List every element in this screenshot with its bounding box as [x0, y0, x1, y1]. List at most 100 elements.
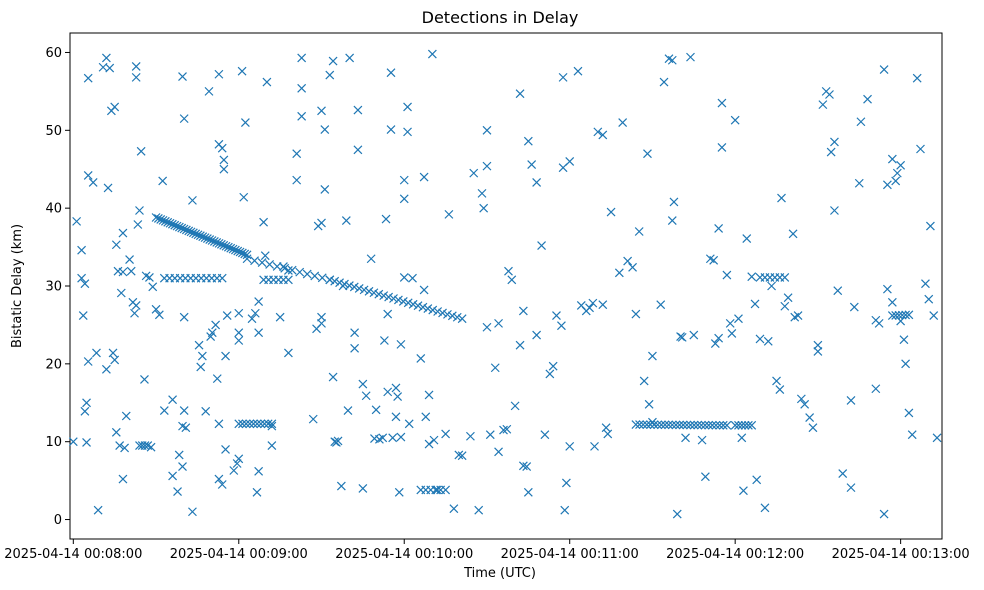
data-point-marker [297, 83, 307, 93]
data-point-marker [737, 420, 747, 430]
data-point-marker [214, 419, 224, 429]
data-point-marker [317, 318, 326, 328]
data-point-marker [635, 420, 644, 430]
data-point-marker [896, 160, 906, 170]
data-point-marker [808, 423, 818, 433]
data-point-marker [221, 351, 230, 361]
data-point-marker [618, 118, 628, 127]
data-point-marker [892, 168, 902, 178]
data-point-marker [188, 195, 197, 205]
data-point-marker [184, 226, 194, 236]
data-point-marker [237, 66, 247, 76]
data-point-marker [644, 399, 654, 409]
data-point-marker [260, 251, 270, 261]
data-point-marker [424, 439, 434, 449]
data-point-marker [358, 483, 368, 493]
data-point-marker [507, 275, 517, 285]
data-point-marker [80, 279, 90, 289]
data-point-marker [643, 149, 652, 159]
data-point-marker [739, 486, 748, 496]
data-point-marker [454, 450, 464, 460]
data-point-marker [678, 420, 688, 430]
y-tick-label: 0 [54, 513, 62, 528]
data-point-marker [328, 372, 338, 382]
data-point-marker [452, 312, 462, 322]
data-point-marker [686, 420, 695, 430]
data-point-marker [755, 334, 765, 344]
data-point-marker [672, 509, 682, 519]
data-point-marker [854, 178, 864, 188]
data-point-marker [540, 430, 550, 440]
data-point-marker [136, 146, 146, 156]
data-point-marker [730, 115, 740, 125]
data-point-marker [254, 328, 264, 338]
data-point-marker [330, 437, 340, 447]
x-tick-label: 2025-04-14 00:08:00 [4, 547, 142, 562]
data-point-marker [921, 279, 930, 289]
data-point-marker [490, 363, 500, 373]
data-point-marker [441, 485, 451, 495]
data-point-marker [310, 271, 320, 281]
data-point-marker [320, 185, 330, 194]
y-axis-label: Bistatic Delay (km) [10, 224, 25, 348]
data-point-marker [904, 310, 914, 320]
data-point-marker [924, 294, 934, 304]
data-point-marker [77, 245, 87, 255]
data-point-marker [515, 340, 525, 350]
data-point-marker [399, 273, 409, 282]
data-point-marker [689, 330, 699, 340]
data-point-marker [235, 247, 245, 257]
data-point-marker [126, 266, 136, 276]
data-point-marker [667, 55, 677, 65]
data-point-marker [250, 256, 259, 266]
data-point-marker [317, 273, 327, 283]
data-point-marker [656, 420, 666, 430]
data-point-marker [887, 297, 897, 307]
data-point-marker [588, 298, 598, 308]
data-point-marker [660, 420, 670, 430]
data-point-marker [219, 164, 229, 174]
data-point-marker [681, 433, 690, 443]
data-point-marker [874, 318, 884, 328]
data-point-marker [254, 297, 264, 306]
data-point-marker [502, 424, 512, 434]
data-point-marker [366, 254, 376, 264]
data-point-marker [548, 361, 558, 371]
data-point-marker [82, 398, 91, 408]
data-point-marker [156, 214, 166, 224]
data-point-marker [386, 68, 396, 78]
data-point-marker [696, 420, 706, 430]
data-point-marker [110, 102, 120, 112]
data-point-marker [262, 77, 272, 87]
data-point-marker [151, 213, 161, 222]
data-point-marker [354, 283, 364, 293]
data-point-marker [381, 214, 391, 224]
data-point-marker [118, 228, 128, 238]
data-point-marker [181, 423, 191, 433]
data-point-marker [393, 295, 403, 305]
data-point-marker [247, 314, 257, 324]
data-point-marker [101, 364, 111, 374]
data-point-marker [449, 504, 459, 514]
data-point-marker [131, 62, 141, 71]
data-point-marker [217, 273, 227, 283]
data-point-marker [250, 308, 260, 318]
data-point-marker [523, 487, 533, 497]
x-tick-label: 2025-04-14 00:13:00 [832, 547, 970, 562]
data-point-marker [742, 234, 752, 243]
data-point-marker [423, 304, 433, 314]
data-point-marker [826, 147, 836, 157]
data-point-marker [259, 217, 269, 227]
data-point-marker [777, 193, 786, 203]
data-point-marker [676, 332, 685, 342]
data-point-marker [257, 258, 267, 267]
data-point-marker [148, 282, 158, 292]
data-point-marker [403, 102, 412, 112]
data-point-marker [561, 478, 571, 488]
data-point-marker [667, 216, 677, 226]
data-point-marker [78, 311, 88, 321]
data-point-marker [308, 414, 318, 424]
data-point-marker [252, 487, 262, 497]
data-point-marker [408, 299, 418, 309]
